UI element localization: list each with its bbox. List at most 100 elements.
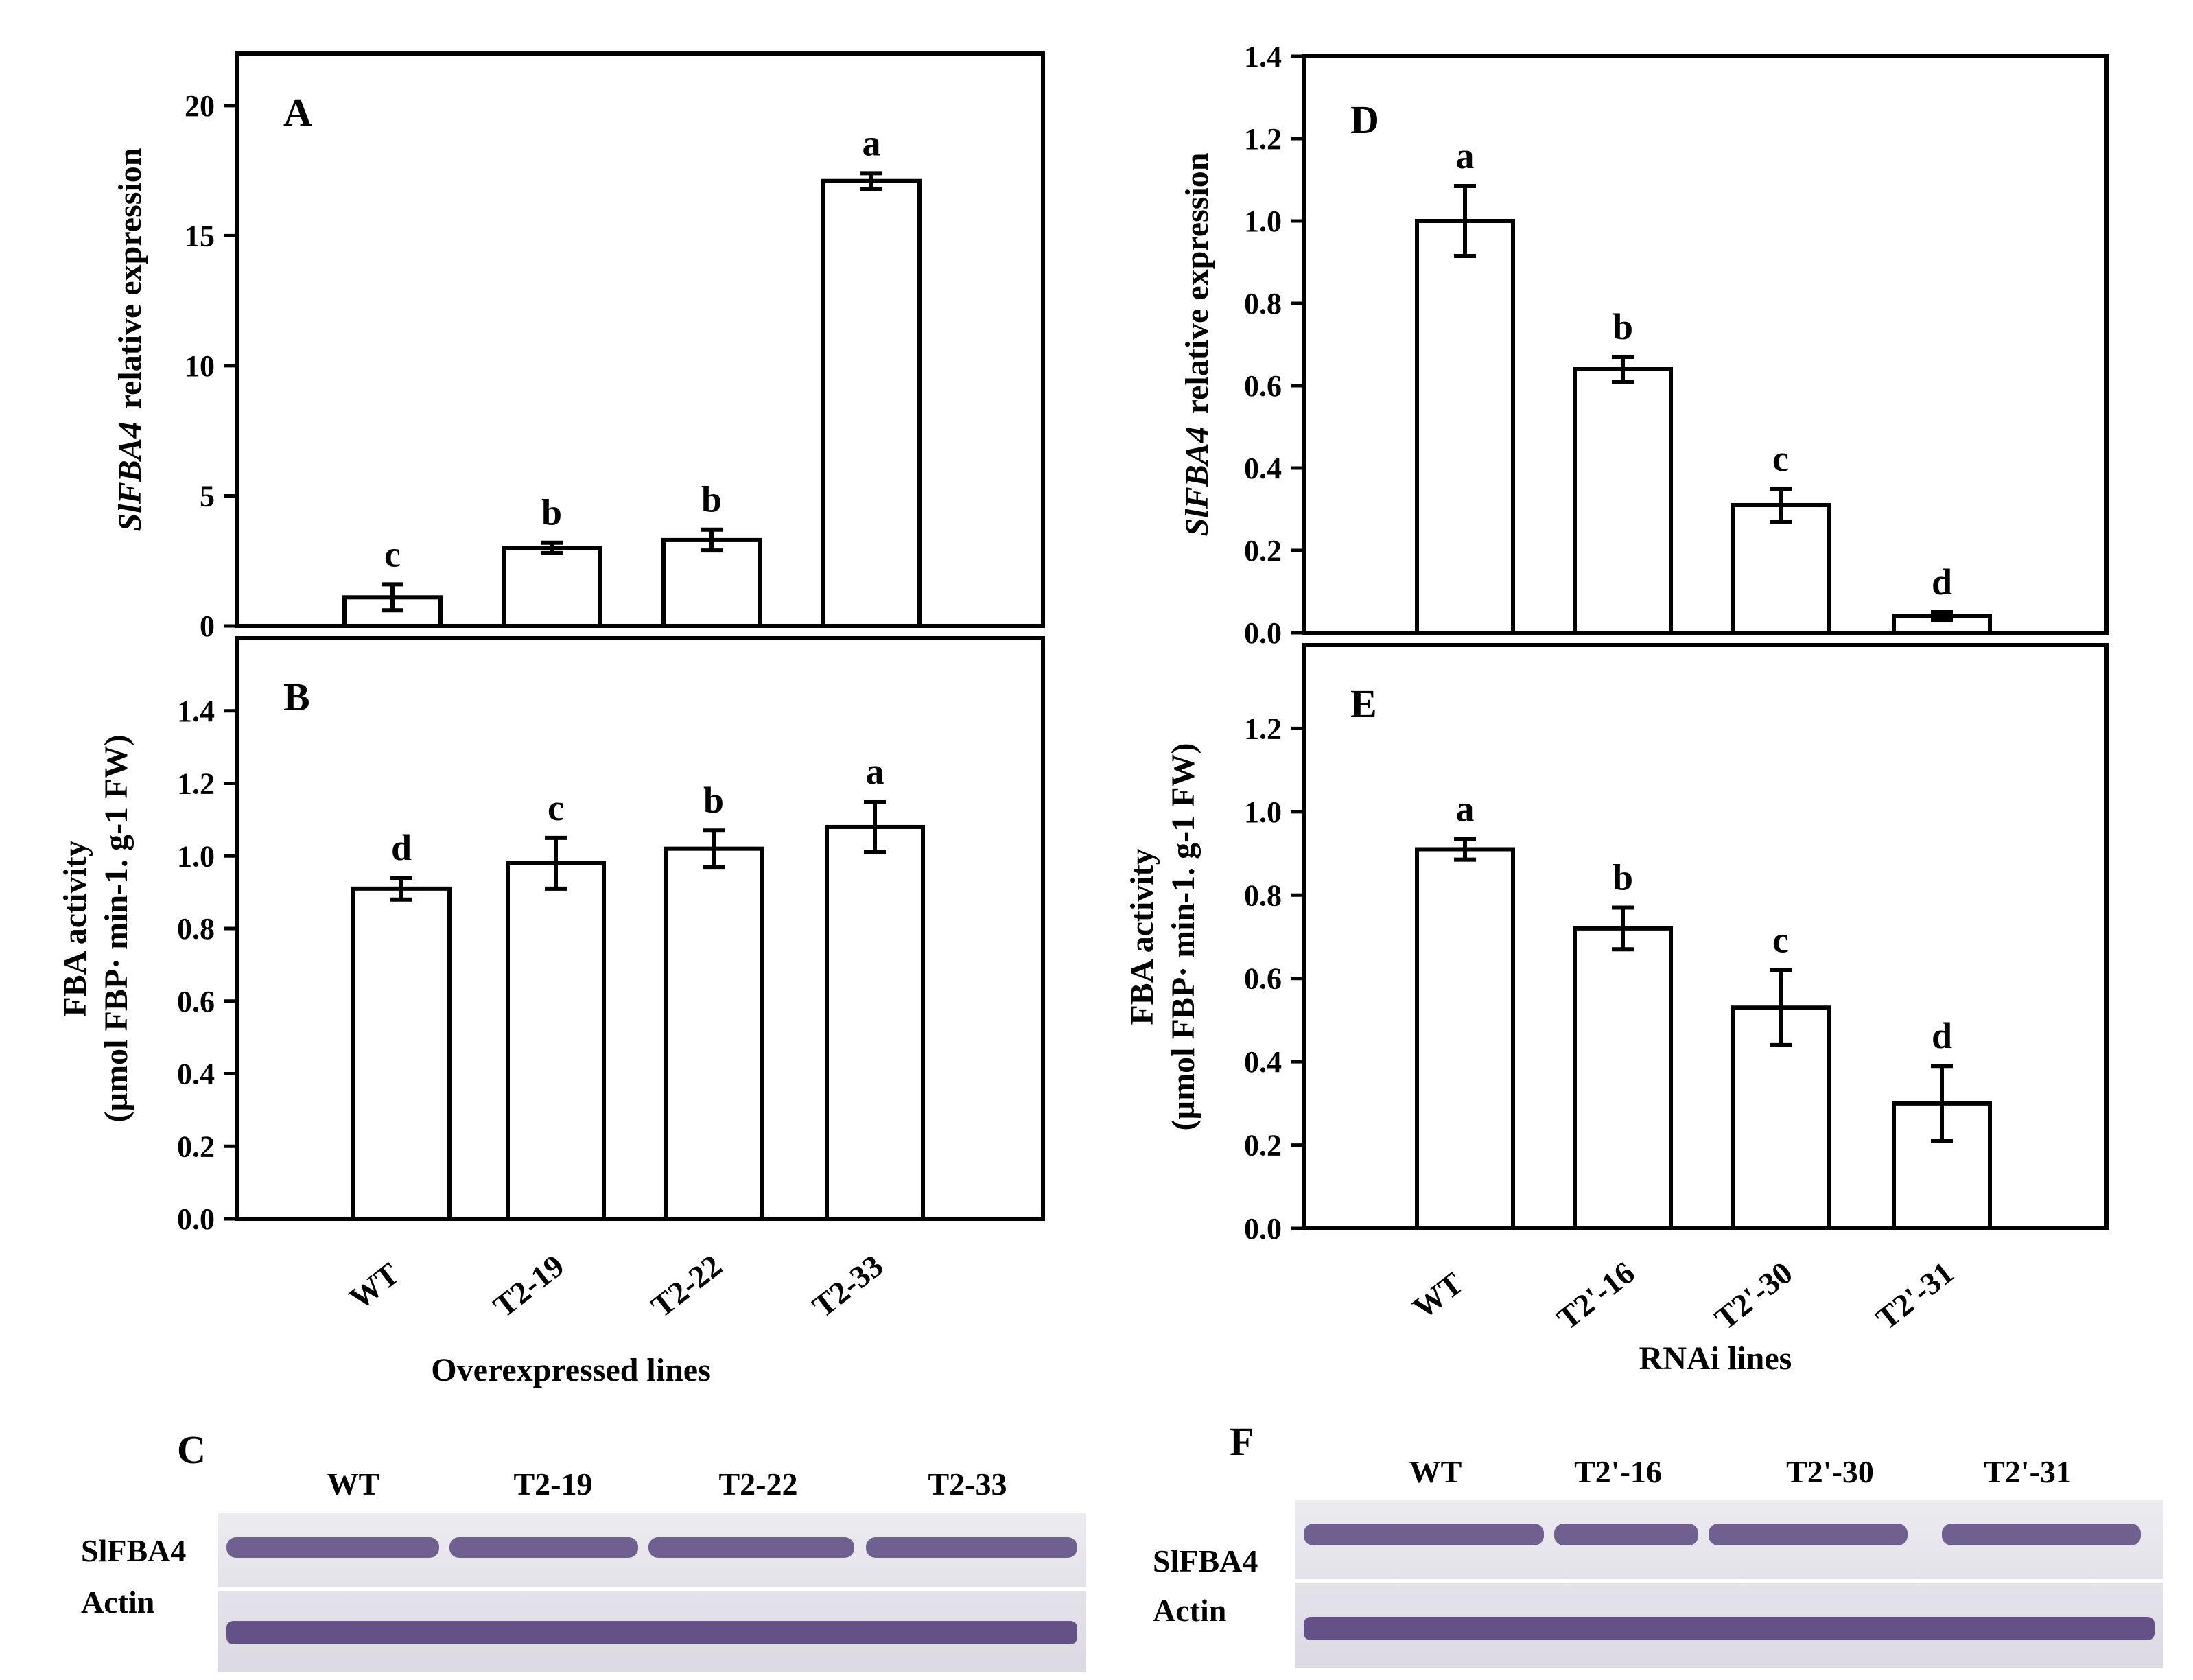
error-bar <box>541 540 563 555</box>
panel-label: E <box>1350 681 1377 726</box>
bar-a-1 <box>502 546 602 628</box>
y-tick-label: 0.0 <box>1244 616 1282 650</box>
x-axis-title: RNAi lines <box>1639 1340 1792 1377</box>
y-axis-label-line1: FBA activity <box>57 840 93 1016</box>
significance-letter: c <box>1772 920 1789 961</box>
significance-letter: c <box>1772 438 1789 479</box>
blot-row-label: SlFBA4 <box>81 1533 186 1568</box>
error-bar <box>382 582 403 613</box>
bar-b-0 <box>351 886 452 1222</box>
error-bar <box>1612 355 1634 384</box>
y-axis-label-line2: (µmol FBP· min-1. g-1 FW) <box>98 735 134 1123</box>
x-category-label: WT <box>1407 1265 1470 1325</box>
x-category-label: T2-19 <box>486 1248 570 1324</box>
blot-lane-label: T2'-16 <box>1574 1454 1662 1489</box>
significance-letter: d <box>1932 1015 1952 1056</box>
western-blot-c: C WT T2-19 T2-22 T2-33 SlFBA4 Actin <box>81 1427 1086 1672</box>
y-tick-label: 1.4 <box>1244 40 1282 73</box>
y-axis-label-line1: FBA activity <box>1124 848 1160 1025</box>
blot-divider <box>1295 1579 2163 1583</box>
chart-panel-b: 0.0 0.2 0.4 0.6 0.8 1.0 1.2 1.4 d c b a B FBA activit… <box>57 636 1045 1388</box>
y-tick-label: 0 <box>200 609 215 643</box>
error-bar <box>864 799 886 854</box>
y-tick-label: 1.2 <box>177 767 215 801</box>
y-axis-label: SlFBA4relative expression <box>1179 153 1215 537</box>
blot-lane-label: T2-19 <box>514 1467 593 1502</box>
y-tick-label: 0.6 <box>177 985 215 1018</box>
blot-row-label: Actin <box>81 1585 154 1620</box>
panel-label: B <box>283 675 310 719</box>
error-bar <box>1454 184 1476 258</box>
error-bar <box>1931 610 1953 622</box>
protein-band-slfba4 <box>449 1537 638 1558</box>
error-bar <box>1454 837 1476 862</box>
blot-lane-label: T2'-31 <box>1984 1454 2072 1489</box>
blot-lane-label: T2'-30 <box>1786 1454 1874 1489</box>
x-category-label: T2'-16 <box>1550 1255 1641 1336</box>
protein-band-slfba4 <box>1304 1524 1544 1545</box>
bar-b-3 <box>825 824 925 1221</box>
y-tick-label: 0.2 <box>1244 534 1282 568</box>
y-tick-label: 0.8 <box>1244 878 1282 912</box>
y-tick-label: 0.8 <box>1244 287 1282 320</box>
y-tick-label: 0.0 <box>1244 1212 1282 1246</box>
y-tick-label: 1.0 <box>177 839 215 873</box>
significance-letter: a <box>863 122 881 163</box>
y-tick-label: 1.2 <box>1244 712 1282 745</box>
significance-letter: b <box>541 492 562 533</box>
chart-panel-e: 0.0 0.2 0.4 0.6 0.8 1.0 1.2 a b c d E FBA activity (µ… <box>1124 643 2109 1377</box>
error-bar <box>701 527 723 553</box>
significance-letter: c <box>384 533 401 574</box>
significance-letter: d <box>1932 561 1952 603</box>
x-category-label: T2-22 <box>644 1248 728 1324</box>
blot-divider <box>218 1587 1086 1591</box>
plot-frame <box>1302 643 2109 1230</box>
protein-band-slfba4 <box>1554 1524 1698 1545</box>
bar-e-0 <box>1415 847 1515 1230</box>
y-tick-label: 0.6 <box>1244 369 1282 403</box>
blot-row-label: SlFBA4 <box>1153 1543 1258 1578</box>
blot-lane-label: WT <box>1409 1454 1462 1489</box>
x-category-label: T2'-30 <box>1708 1255 1798 1336</box>
blot-lane-label: T2-22 <box>719 1467 798 1502</box>
x-category-label: T2-33 <box>806 1248 889 1324</box>
error-bar <box>1931 1064 1953 1143</box>
panel-label: A <box>283 90 312 135</box>
protein-band-slfba4 <box>648 1537 854 1558</box>
bar-d-2 <box>1731 503 1831 635</box>
y-tick-label: 0.6 <box>1244 962 1282 996</box>
significance-letter: a <box>1456 135 1475 176</box>
panel-label: D <box>1350 97 1379 142</box>
error-bar <box>1612 905 1634 952</box>
y-tick-label: 0.2 <box>177 1130 215 1163</box>
error-bar <box>860 171 882 191</box>
y-tick-label: 1.4 <box>177 695 215 728</box>
bar-d-1 <box>1573 367 1673 635</box>
significance-letter: d <box>391 827 412 868</box>
plot-frame <box>235 51 1045 628</box>
bar-e-1 <box>1573 926 1673 1231</box>
y-tick-label: 1.0 <box>1244 795 1282 829</box>
blot-membrane <box>218 1513 1086 1672</box>
protein-band-actin <box>226 1621 1077 1644</box>
bar-a-2 <box>661 537 762 629</box>
significance-letter: c <box>548 787 564 828</box>
error-bar <box>1770 487 1792 524</box>
y-tick-label: 0.4 <box>177 1058 215 1091</box>
y-tick-label: 10 <box>185 349 215 383</box>
error-bar <box>390 875 412 902</box>
plot-frame <box>1302 54 2109 635</box>
protein-band-slfba4 <box>866 1537 1077 1558</box>
y-axis-label: SlFBA4relative expression <box>112 148 148 532</box>
blot-row-label: Actin <box>1153 1593 1226 1628</box>
y-tick-label: 0.8 <box>177 912 215 946</box>
panel-label: F <box>1230 1419 1254 1464</box>
protein-band-actin <box>1304 1617 2155 1640</box>
significance-letter: b <box>1612 857 1633 898</box>
protein-band-slfba4 <box>226 1537 439 1558</box>
y-tick-label: 15 <box>185 219 215 253</box>
significance-letter: b <box>703 780 724 821</box>
panel-label: C <box>177 1427 206 1472</box>
protein-band-slfba4 <box>1709 1524 1908 1545</box>
bar-d-0 <box>1415 219 1515 635</box>
